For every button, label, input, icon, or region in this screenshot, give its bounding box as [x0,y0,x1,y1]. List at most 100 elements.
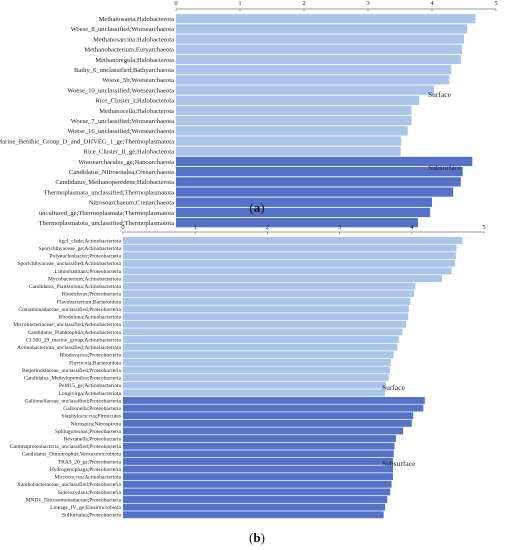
category-label: Rice_Cluster_I;Halobacterota [95,98,174,105]
category-label: CL500_29_marine_group;Actinobacteriota [26,337,122,343]
category-label: Nitrosoarchaeum;Crenarchaeota [89,200,174,207]
bar [176,136,402,146]
x-tick-label: 5 [482,224,485,231]
bar [123,427,404,435]
bar [123,351,394,359]
category-label: Sphingomonas;Proteobacteria [55,429,122,435]
bar [123,374,389,382]
category-label: Micrococcus;Actinobacteriota [54,475,121,481]
x-tick-label: 2 [266,224,269,231]
bar [176,156,473,167]
bar [123,397,425,404]
category-label: MND1_Nitrosomonadaceae;Proteobacteria [26,497,122,503]
bar [123,404,424,412]
bar [176,24,468,34]
category-label: Woese_10_unclassified;Woesearchaeota [67,87,174,94]
bar [123,496,388,503]
bar [176,65,452,75]
bar [123,457,394,465]
category-label: Staphylococcus;Firmicutes [61,414,121,420]
bar [123,503,386,511]
bar [176,34,464,44]
bar [176,177,461,187]
category-label: Thermoplasmata_unclassified;Thermoplasma… [44,189,174,196]
category-label: Limnohabitans;Proteobacteria [55,269,122,275]
bar [123,343,398,351]
bar [176,116,412,126]
bar [123,267,452,275]
category-label: Woese_5b;Woesearchaeota [102,77,174,84]
category-label: Candidatus_Planktoluna;Actinobacteriota [29,284,122,290]
category-label: Sulfuritalea;Proteobacteria [62,512,122,519]
category-label: Woese_16_unclassified;Woesearchaeota [67,128,174,135]
bar [123,389,386,397]
panel-label: (b) [249,530,265,545]
bar [123,480,392,488]
category-label: Xanthobacteraceae_unclassified;Proteobac… [17,481,122,488]
category-label: Mycobacterium;Actinobacteriota [48,276,122,282]
category-label: Candidatus_Methanoperedens;Halobacterota [55,179,174,186]
bar [176,167,463,177]
bar [123,412,414,420]
bar [176,95,420,105]
group-label: Subsurface [382,459,416,468]
x-tick-label: 0 [174,0,177,7]
category-label: Rhodoluna;Actinobacteriota [59,315,122,321]
bar [123,465,394,473]
bar [123,488,391,496]
bar [123,305,409,313]
category-label: Sporichthyaceae_unclassified;Actinobacte… [17,260,121,267]
category-label: Marine_Benthic_Group_D_and_DHVEG_1_ge;Th… [0,138,174,145]
category-label: Flavobacterium;Bacteroidota [57,299,122,305]
category-label: hgcI_clade;Actinobacteriota [59,238,122,244]
bar [176,85,434,95]
bar [123,473,394,481]
bar [123,297,411,305]
bar [176,187,454,197]
category-label: Hydrogenophaga;Proteobacteria [50,467,122,473]
category-label: Woesearchaeales_ge;Nanoarchaeota [78,159,174,166]
bar [123,252,456,260]
bar [176,197,432,207]
group-label: Surface [428,90,452,99]
x-tick-label: 4 [410,224,414,231]
x-tick-label: 5 [494,0,497,7]
category-label: Nitrospira;Nitrospirota [71,421,122,427]
bar [123,358,391,366]
bar [123,366,391,374]
group-label: Subsurface [428,163,462,172]
category-label: Gammaproteobacteria_unclassified;Proteob… [10,443,122,450]
category-label: Candidatus_Planktophila;Actinobacteriota [28,330,122,336]
bar [123,282,416,290]
x-tick-label: 0 [121,224,124,231]
bar [176,146,401,156]
bar [123,275,443,282]
bar [123,244,457,252]
bar [123,511,384,519]
category-label: Fluviicola;Bacteroidota [69,360,121,366]
bar [176,105,412,116]
category-label: Actinobacteriota_unclassified;Actinobact… [17,344,121,351]
bar [176,14,476,24]
bar [123,237,463,244]
category-label: Methanobacterium;Euryarchaeota [84,47,174,54]
bar [176,75,450,85]
category-label: PeM15_ge;Actinobacteriota [59,383,122,389]
category-label: Reyranella;Proteobacteria [64,436,122,442]
category-label: Methanosarcina;Halobacterota [93,36,174,43]
x-tick-label: 4 [430,0,434,7]
category-label: Gallionella;Proteobacteria [63,406,121,412]
x-tick-label: 2 [302,0,305,7]
category-label: Candidatus_Omnitrophus;Verrucomicrobiota [22,452,122,458]
category-label: Microbacteriaceae_unclassified;Actinobac… [13,321,121,328]
bar [123,313,409,321]
x-tick-label: 1 [194,224,197,231]
group-label: Surface [382,383,406,392]
bar [176,44,463,54]
bar [123,259,456,267]
category-label: Thermoplasmatota_unclassified;Thermoplas… [39,220,175,227]
bar [123,290,414,298]
bar [123,450,394,458]
category-label: Bathy_6_unclassified;Bathyarchaeota [74,67,174,74]
